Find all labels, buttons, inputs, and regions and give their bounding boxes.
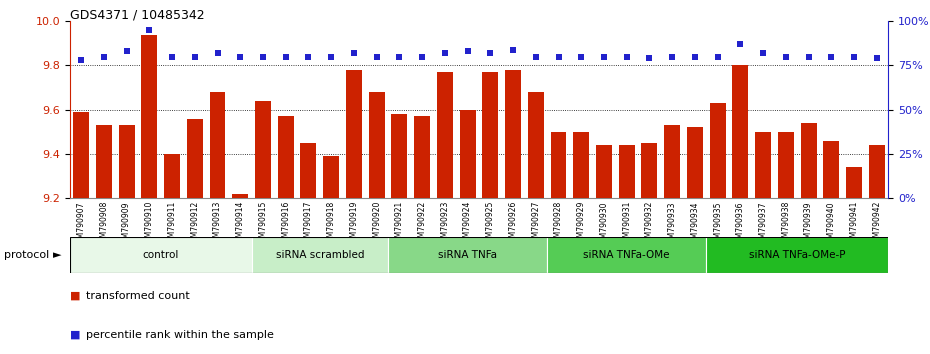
Bar <box>459 110 475 198</box>
Point <box>256 54 271 59</box>
Bar <box>596 145 612 198</box>
Point <box>642 56 657 61</box>
Bar <box>618 145 634 198</box>
Point <box>460 48 475 54</box>
Bar <box>733 65 749 198</box>
Bar <box>505 70 521 198</box>
Bar <box>255 101 271 198</box>
Point <box>665 54 680 59</box>
Point <box>301 54 316 59</box>
Bar <box>209 92 225 198</box>
Point <box>870 56 884 61</box>
Bar <box>388 237 547 273</box>
Bar <box>437 72 453 198</box>
Bar <box>823 141 839 198</box>
Point <box>187 54 202 59</box>
Point <box>801 54 816 59</box>
Point <box>278 54 293 59</box>
Point <box>528 54 543 59</box>
Bar <box>392 114 407 198</box>
Text: ■: ■ <box>70 291 80 301</box>
Point <box>778 54 793 59</box>
Bar <box>187 119 203 198</box>
Point <box>574 54 589 59</box>
Bar <box>755 132 771 198</box>
Point <box>596 54 611 59</box>
Bar <box>164 154 180 198</box>
Point <box>392 54 406 59</box>
Bar <box>642 143 658 198</box>
Point <box>369 54 384 59</box>
Point <box>687 54 702 59</box>
Bar <box>777 132 794 198</box>
Point <box>551 54 566 59</box>
Point <box>347 50 362 56</box>
Bar <box>483 72 498 198</box>
Bar <box>232 194 248 198</box>
Text: control: control <box>142 250 179 260</box>
Bar <box>846 167 862 198</box>
Bar <box>547 237 706 273</box>
Point <box>232 54 247 59</box>
Point <box>142 27 157 33</box>
Text: ■: ■ <box>70 330 80 340</box>
Point <box>437 50 452 56</box>
Text: percentile rank within the sample: percentile rank within the sample <box>86 330 274 340</box>
Text: siRNA TNFa-OMe-P: siRNA TNFa-OMe-P <box>749 250 845 260</box>
Point <box>415 54 430 59</box>
Bar <box>573 132 590 198</box>
Bar <box>801 123 817 198</box>
Bar <box>869 145 884 198</box>
Bar <box>300 143 316 198</box>
Bar <box>687 127 703 198</box>
Point <box>846 54 861 59</box>
Bar <box>368 92 385 198</box>
Point <box>165 54 179 59</box>
Point <box>210 50 225 56</box>
Text: siRNA TNFa-OMe: siRNA TNFa-OMe <box>583 250 670 260</box>
Bar <box>324 156 339 198</box>
Bar <box>664 125 680 198</box>
Bar <box>346 70 362 198</box>
Bar <box>551 132 566 198</box>
Text: protocol: protocol <box>4 250 49 260</box>
Bar <box>96 125 112 198</box>
Point <box>711 54 725 59</box>
Text: siRNA TNFa: siRNA TNFa <box>438 250 497 260</box>
Bar <box>252 237 388 273</box>
Point <box>756 50 771 56</box>
Point <box>97 54 112 59</box>
Point <box>733 41 748 47</box>
Text: GDS4371 / 10485342: GDS4371 / 10485342 <box>70 9 205 22</box>
Bar <box>414 116 430 198</box>
Point <box>73 57 88 63</box>
Point <box>506 47 521 52</box>
Bar <box>70 237 252 273</box>
Text: ►: ► <box>53 250 61 260</box>
Point <box>619 54 634 59</box>
Bar <box>141 35 157 198</box>
Bar <box>73 112 89 198</box>
Bar <box>528 92 544 198</box>
Point <box>119 48 134 54</box>
Point <box>483 50 498 56</box>
Bar <box>119 125 135 198</box>
Bar <box>278 116 294 198</box>
Bar <box>706 237 888 273</box>
Text: transformed count: transformed count <box>86 291 191 301</box>
Point <box>824 54 839 59</box>
Bar <box>710 103 725 198</box>
Point <box>324 54 339 59</box>
Text: siRNA scrambled: siRNA scrambled <box>275 250 364 260</box>
